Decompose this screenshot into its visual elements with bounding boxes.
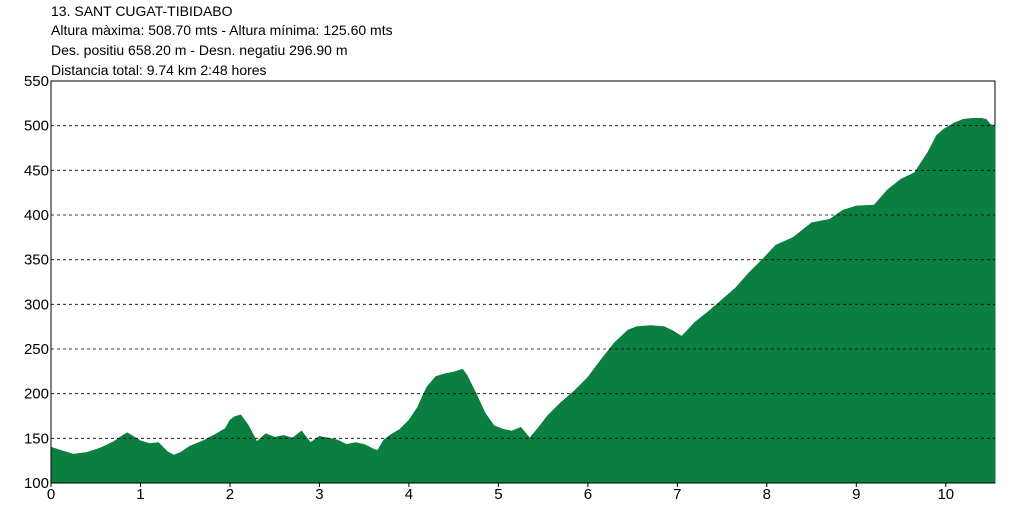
y-tick-label: 550: [24, 73, 49, 90]
x-tick-label: 1: [136, 486, 144, 503]
x-tick-label: 3: [315, 486, 323, 503]
x-tick-label: 6: [584, 486, 592, 503]
y-tick-label: 450: [24, 162, 49, 179]
y-tick-label: 200: [24, 386, 49, 403]
x-axis-ticks: 0 1 2 3 4 5 6 7 8 9 10: [47, 483, 954, 503]
elevation-gain-stats: Des. positiu 658.20 m - Desn. negatiu 29…: [51, 42, 348, 58]
y-tick-label: 500: [24, 118, 49, 135]
x-tick-label: 7: [673, 486, 681, 503]
x-tick-label: 4: [405, 486, 413, 503]
x-tick-label: 0: [47, 486, 55, 503]
y-tick-label: 400: [24, 207, 49, 224]
x-tick-label: 2: [226, 486, 234, 503]
elevation-area: [50, 118, 996, 484]
y-tick-label: 250: [24, 341, 49, 358]
y-tick-label: 300: [24, 296, 49, 313]
grid-lines: [51, 125, 995, 439]
y-tick-label: 100: [24, 475, 49, 492]
chart-title: 13. SANT CUGAT-TIBIDABO: [51, 3, 233, 19]
x-tick-label: 9: [852, 486, 860, 503]
x-tick-label: 8: [763, 486, 771, 503]
x-tick-label: 5: [494, 486, 502, 503]
altitude-stats: Altura màxima: 508.70 mts - Altura mínim…: [51, 22, 393, 38]
y-axis-ticks: 100 150 200 250 300 350 400 450 500 550: [24, 73, 49, 492]
y-tick-label: 150: [24, 430, 49, 447]
y-tick-label: 350: [24, 252, 49, 269]
x-tick-label: 10: [937, 486, 954, 503]
distance-time-stats: Distancia total: 9.74 km 2:48 hores: [51, 62, 267, 78]
